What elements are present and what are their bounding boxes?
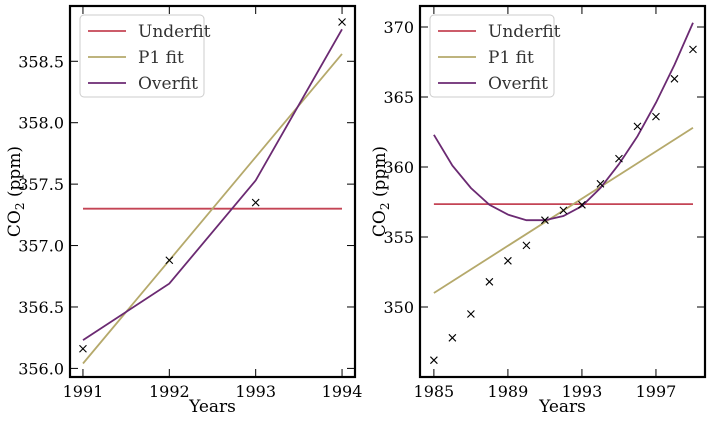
legend: Underfit P1 fit Overfit xyxy=(429,14,561,98)
y-tick-label: 355 xyxy=(383,228,414,247)
y-tick-label: 357.5 xyxy=(18,175,64,194)
data-point-marker xyxy=(338,18,346,26)
series-line-overfit xyxy=(433,22,694,222)
data-point-marker xyxy=(670,74,679,83)
data-point-marker xyxy=(596,179,605,188)
x-tick-label: 1994 xyxy=(322,382,363,401)
left-plot-panel: 1991 1992 1993 1994 356.0 356.5 357.0 357.5 358.… xyxy=(5,4,363,417)
y-tick-label: 370 xyxy=(383,18,414,37)
x-axis-label: Years xyxy=(538,397,586,417)
y-tick-label: 356.0 xyxy=(18,359,64,378)
legend: Underfit P1 fit Overfit xyxy=(79,14,211,98)
data-point-marker xyxy=(541,216,549,225)
axes-frame xyxy=(418,4,707,379)
data-point-marker xyxy=(467,310,475,318)
x-tick-label: 1993 xyxy=(235,382,276,401)
y-tick-label: 365 xyxy=(383,88,414,107)
y-tick-label: 357.0 xyxy=(18,237,64,256)
data-point-marker xyxy=(429,356,438,365)
x-tick-label: 1991 xyxy=(63,382,104,401)
legend-item-label: Overfit xyxy=(488,74,548,94)
data-point-marker xyxy=(559,206,568,215)
data-point-marker xyxy=(689,45,697,54)
y-tick-label: 360 xyxy=(383,158,414,177)
y-axis-label: CO2 (ppm) xyxy=(5,146,27,237)
data-point-marker xyxy=(485,277,494,286)
y-axis-label: CO2 (ppm) xyxy=(370,146,392,237)
x-tick-label: 1997 xyxy=(636,382,677,401)
x-tick-label: 1993 xyxy=(562,382,603,401)
data-point-marker xyxy=(251,198,260,207)
data-point-marker xyxy=(79,344,87,353)
x-tick-label: 1989 xyxy=(488,382,529,401)
data-point-marker xyxy=(652,112,660,121)
legend-item-label: P1 fit xyxy=(138,48,184,68)
legend-item-label: Underfit xyxy=(138,22,211,42)
x-axis-label: Years xyxy=(188,397,236,417)
axes-frame xyxy=(68,4,357,379)
right-plot-panel: 1985 1989 1993 1997 350 355 360 365 370 Years CO2 … xyxy=(370,4,707,417)
legend-item-label: Underfit xyxy=(488,22,561,42)
series-line-overfit xyxy=(82,28,343,341)
data-point-marker xyxy=(578,200,586,209)
y-tick-label: 358.0 xyxy=(18,114,64,133)
x-tick-label: 1992 xyxy=(149,382,190,401)
y-tick-label: 356.5 xyxy=(18,298,64,317)
legend-item-label: Overfit xyxy=(138,74,198,94)
data-point-marker xyxy=(522,241,531,250)
y-tick-label: 350 xyxy=(383,298,414,317)
y-tick-label: 358.5 xyxy=(18,52,64,71)
data-point-marker xyxy=(633,122,642,131)
data-point-marker xyxy=(448,333,457,342)
data-point-marker xyxy=(504,256,512,265)
data-point-marker xyxy=(165,256,174,265)
data-point-marker xyxy=(615,154,623,163)
legend-item-label: P1 fit xyxy=(488,48,534,68)
x-tick-label: 1985 xyxy=(414,382,455,401)
